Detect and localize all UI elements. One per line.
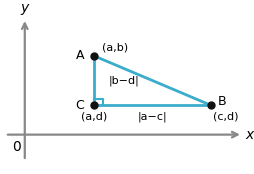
Text: |a−c|: |a−c| xyxy=(137,112,167,122)
Text: (a,d): (a,d) xyxy=(81,112,107,122)
Text: B: B xyxy=(218,95,227,108)
Text: x: x xyxy=(245,128,253,142)
Text: (c,d): (c,d) xyxy=(213,112,239,122)
Text: |b−d|: |b−d| xyxy=(109,75,140,86)
Text: A: A xyxy=(76,49,84,62)
Text: 0: 0 xyxy=(12,140,21,154)
Text: C: C xyxy=(75,99,84,112)
Text: y: y xyxy=(21,1,29,15)
Text: (a,b): (a,b) xyxy=(102,43,128,53)
